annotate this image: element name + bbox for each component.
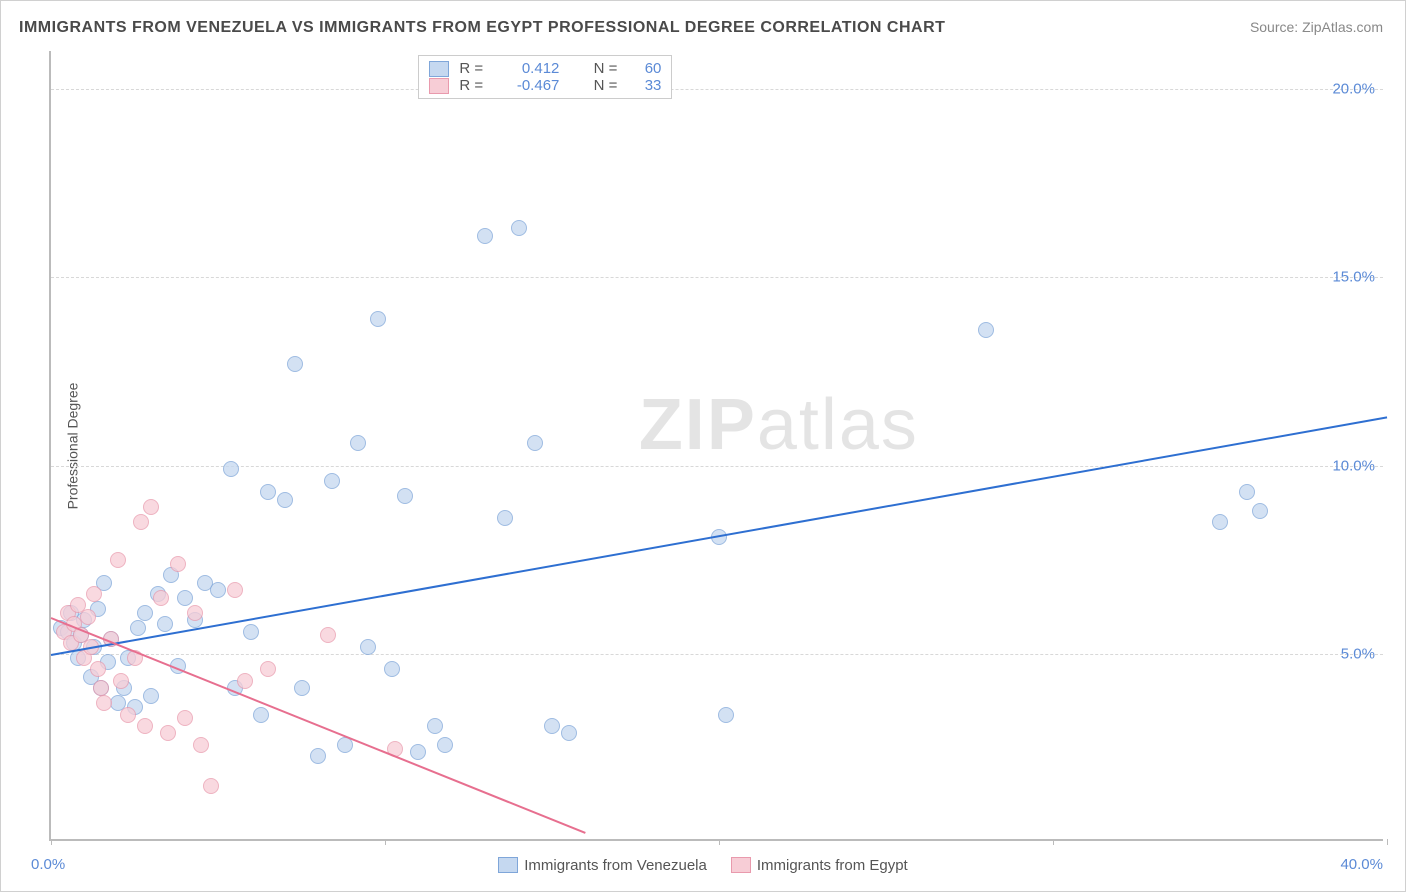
- x-tick-label-max: 40.0%: [1340, 856, 1383, 873]
- scatter-point: [137, 605, 153, 621]
- scatter-point: [143, 688, 159, 704]
- scatter-point: [86, 586, 102, 602]
- scatter-point: [177, 590, 193, 606]
- r-label: R =: [459, 77, 489, 94]
- watermark: ZIPatlas: [639, 384, 919, 466]
- scatter-point: [287, 356, 303, 372]
- scatter-point: [260, 484, 276, 500]
- scatter-point: [237, 673, 253, 689]
- scatter-point: [384, 661, 400, 677]
- r-label: R =: [459, 60, 489, 77]
- scatter-point: [210, 582, 226, 598]
- scatter-point: [718, 707, 734, 723]
- scatter-point: [511, 220, 527, 236]
- n-label: N =: [569, 60, 617, 77]
- regression-line: [51, 417, 1387, 657]
- scatter-point: [544, 718, 560, 734]
- source-attribution: Source: ZipAtlas.com: [1250, 19, 1383, 35]
- scatter-point: [437, 737, 453, 753]
- x-tick-mark: [1387, 839, 1388, 845]
- scatter-point: [561, 725, 577, 741]
- scatter-point: [227, 582, 243, 598]
- scatter-point: [253, 707, 269, 723]
- scatter-point: [80, 609, 96, 625]
- scatter-point: [360, 639, 376, 655]
- scatter-point: [187, 605, 203, 621]
- scatter-point: [153, 590, 169, 606]
- scatter-point: [93, 680, 109, 696]
- x-tick-mark: [719, 839, 720, 845]
- legend-item: Immigrants from Egypt: [731, 857, 908, 874]
- n-value: 33: [627, 77, 661, 94]
- scatter-point: [223, 461, 239, 477]
- legend-label: Immigrants from Egypt: [757, 857, 908, 874]
- y-tick-label: 20.0%: [1332, 80, 1375, 97]
- scatter-point: [260, 661, 276, 677]
- x-tick-mark: [1053, 839, 1054, 845]
- y-tick-label: 10.0%: [1332, 457, 1375, 474]
- scatter-point: [170, 556, 186, 572]
- scatter-point: [96, 695, 112, 711]
- scatter-point: [277, 492, 293, 508]
- gridline-horizontal: [51, 89, 1383, 90]
- plot-area: ZIPatlas 5.0% 10.0% 15.0% 20.0% R = 0.412 N = 6…: [49, 51, 1383, 841]
- legend-swatch: [429, 78, 449, 94]
- n-value: 60: [627, 60, 661, 77]
- legend-row: R = -0.467 N = 33: [429, 77, 661, 94]
- x-tick-label-min: 0.0%: [31, 856, 65, 873]
- scatter-point: [1252, 503, 1268, 519]
- scatter-point: [157, 616, 173, 632]
- scatter-point: [160, 725, 176, 741]
- r-value: -0.467: [499, 77, 559, 94]
- gridline-horizontal: [51, 654, 1383, 655]
- scatter-point: [143, 499, 159, 515]
- scatter-point: [1212, 514, 1228, 530]
- scatter-point: [370, 311, 386, 327]
- legend-correlation-box: R = 0.412 N = 60 R = -0.467 N = 33: [418, 55, 672, 99]
- gridline-horizontal: [51, 277, 1383, 278]
- legend-item: Immigrants from Venezuela: [498, 857, 707, 874]
- scatter-point: [410, 744, 426, 760]
- scatter-point: [324, 473, 340, 489]
- scatter-point: [320, 627, 336, 643]
- legend-swatch: [429, 61, 449, 77]
- scatter-point: [133, 514, 149, 530]
- gridline-horizontal: [51, 466, 1383, 467]
- scatter-point: [294, 680, 310, 696]
- x-tick-mark: [51, 839, 52, 845]
- n-label: N =: [569, 77, 617, 94]
- regression-line: [51, 617, 586, 834]
- scatter-point: [120, 707, 136, 723]
- scatter-point: [477, 228, 493, 244]
- legend-row: R = 0.412 N = 60: [429, 60, 661, 77]
- scatter-point: [110, 552, 126, 568]
- legend-swatch: [498, 857, 518, 873]
- chart-container: IMMIGRANTS FROM VENEZUELA VS IMMIGRANTS …: [0, 0, 1406, 892]
- scatter-point: [978, 322, 994, 338]
- legend-bottom: Immigrants from Venezuela Immigrants from…: [1, 857, 1405, 878]
- legend-swatch: [731, 857, 751, 873]
- scatter-point: [193, 737, 209, 753]
- scatter-point: [1239, 484, 1255, 500]
- scatter-point: [243, 624, 259, 640]
- scatter-point: [397, 488, 413, 504]
- scatter-point: [497, 510, 513, 526]
- scatter-point: [113, 673, 129, 689]
- scatter-point: [310, 748, 326, 764]
- x-tick-mark: [385, 839, 386, 845]
- chart-title: IMMIGRANTS FROM VENEZUELA VS IMMIGRANTS …: [19, 19, 945, 37]
- scatter-point: [350, 435, 366, 451]
- y-tick-label: 5.0%: [1341, 646, 1375, 663]
- scatter-point: [203, 778, 219, 794]
- scatter-point: [130, 620, 146, 636]
- scatter-point: [427, 718, 443, 734]
- legend-label: Immigrants from Venezuela: [524, 857, 707, 874]
- scatter-point: [90, 661, 106, 677]
- scatter-point: [527, 435, 543, 451]
- scatter-point: [137, 718, 153, 734]
- scatter-point: [177, 710, 193, 726]
- y-tick-label: 15.0%: [1332, 269, 1375, 286]
- r-value: 0.412: [499, 60, 559, 77]
